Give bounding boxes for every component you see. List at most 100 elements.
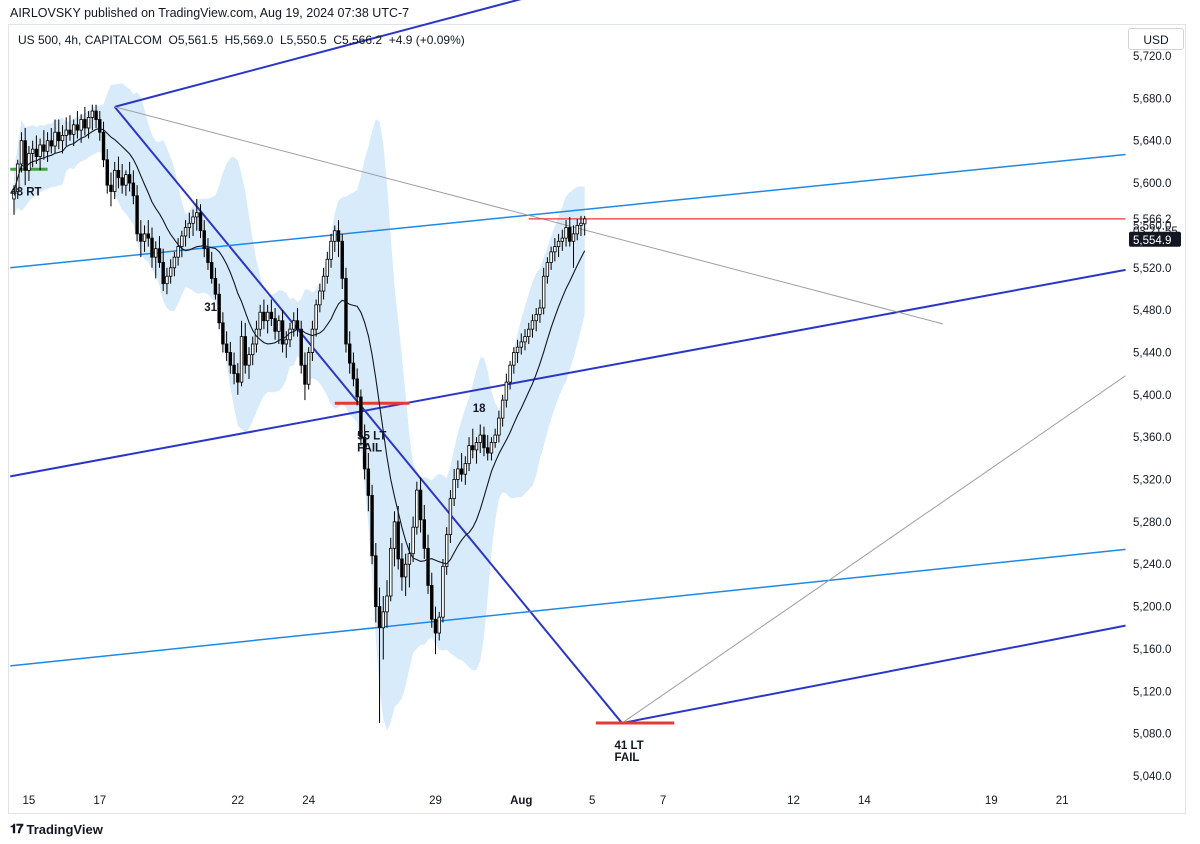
parallel-lower-line[interactable]: [10, 548, 1126, 667]
candle[interactable]: [154, 241, 158, 279]
candle[interactable]: [553, 238, 557, 262]
candle[interactable]: [239, 320, 244, 387]
candle[interactable]: [161, 248, 165, 292]
candle[interactable]: [30, 140, 35, 168]
candle[interactable]: [165, 267, 169, 295]
candle[interactable]: [135, 185, 139, 242]
candle[interactable]: [441, 558, 445, 623]
candle[interactable]: [347, 331, 352, 374]
candle[interactable]: [269, 299, 274, 326]
candle[interactable]: [49, 128, 53, 154]
candle[interactable]: [292, 312, 296, 337]
candle[interactable]: [258, 304, 262, 337]
candle[interactable]: [195, 198, 199, 231]
gray-rising-line[interactable]: [621, 375, 1126, 724]
candle[interactable]: [556, 233, 561, 258]
candle[interactable]: [377, 587, 382, 724]
candle[interactable]: [142, 225, 147, 252]
candle[interactable]: [120, 164, 124, 194]
candle[interactable]: [318, 283, 322, 313]
candle[interactable]: [474, 437, 479, 464]
candle[interactable]: [75, 111, 80, 139]
candle[interactable]: [426, 534, 430, 594]
gray-diagonal-line[interactable]: [114, 106, 943, 325]
candle[interactable]: [124, 170, 128, 196]
candle[interactable]: [180, 230, 184, 258]
candle[interactable]: [109, 172, 113, 207]
candle[interactable]: [493, 428, 497, 448]
candle[interactable]: [60, 124, 65, 154]
candle[interactable]: [306, 347, 311, 390]
candle[interactable]: [146, 220, 150, 247]
candle[interactable]: [534, 308, 538, 332]
candle[interactable]: [403, 553, 408, 596]
candle[interactable]: [243, 322, 247, 374]
candle[interactable]: [422, 504, 426, 559]
candle[interactable]: [545, 257, 550, 284]
candle[interactable]: [437, 611, 441, 641]
candle[interactable]: [236, 363, 240, 395]
candle[interactable]: [564, 220, 568, 247]
candle[interactable]: [508, 360, 512, 390]
candle[interactable]: [579, 215, 583, 236]
candle[interactable]: [370, 484, 374, 565]
candle[interactable]: [486, 435, 490, 461]
candle[interactable]: [568, 216, 572, 247]
candle[interactable]: [359, 389, 363, 446]
candle[interactable]: [116, 156, 121, 189]
candle[interactable]: [560, 229, 565, 251]
candle[interactable]: [187, 212, 192, 239]
candle[interactable]: [385, 580, 389, 628]
candle[interactable]: [400, 543, 404, 591]
candle[interactable]: [366, 453, 371, 512]
candle[interactable]: [389, 537, 393, 602]
candle[interactable]: [113, 161, 117, 199]
candle[interactable]: [68, 115, 72, 141]
candle[interactable]: [310, 320, 315, 361]
candle[interactable]: [284, 331, 288, 358]
candle[interactable]: [471, 428, 475, 459]
candle[interactable]: [127, 161, 132, 192]
candle[interactable]: [463, 456, 468, 485]
candle[interactable]: [527, 322, 531, 344]
candle[interactable]: [280, 310, 285, 353]
candle[interactable]: [448, 490, 453, 544]
tradingview-logo[interactable]: 𝟏𝟕 TradingView: [10, 821, 103, 837]
candle[interactable]: [329, 233, 333, 268]
channel-middle-line[interactable]: [10, 268, 1126, 478]
candle[interactable]: [355, 368, 359, 406]
candle[interactable]: [325, 251, 330, 284]
candle[interactable]: [38, 138, 42, 171]
candle[interactable]: [515, 339, 520, 364]
candle[interactable]: [150, 227, 154, 268]
parallel-upper-line[interactable]: [10, 153, 1126, 269]
candle[interactable]: [482, 426, 486, 457]
candle[interactable]: [340, 233, 344, 289]
candle[interactable]: [45, 132, 50, 162]
candle[interactable]: [157, 236, 162, 268]
candle[interactable]: [333, 225, 337, 252]
candle[interactable]: [381, 596, 385, 660]
candle[interactable]: [374, 543, 378, 623]
candle[interactable]: [83, 106, 87, 136]
channel-upper-line[interactable]: [114, 0, 566, 108]
candle[interactable]: [262, 299, 266, 330]
candle[interactable]: [549, 246, 553, 270]
candle[interactable]: [191, 209, 195, 236]
candle[interactable]: [519, 333, 523, 355]
candle[interactable]: [98, 111, 102, 141]
currency-button[interactable]: USD: [1128, 28, 1184, 50]
candle[interactable]: [344, 267, 348, 353]
candle[interactable]: [42, 130, 46, 160]
candle[interactable]: [415, 481, 419, 535]
candle[interactable]: [53, 119, 57, 154]
candle[interactable]: [71, 119, 76, 146]
candle[interactable]: [504, 373, 509, 408]
candle[interactable]: [232, 352, 236, 385]
decline-line[interactable]: [113, 106, 623, 724]
candle[interactable]: [478, 424, 482, 454]
candle[interactable]: [23, 128, 27, 186]
candle[interactable]: [251, 336, 255, 366]
candle[interactable]: [228, 341, 233, 374]
candle[interactable]: [456, 460, 460, 488]
